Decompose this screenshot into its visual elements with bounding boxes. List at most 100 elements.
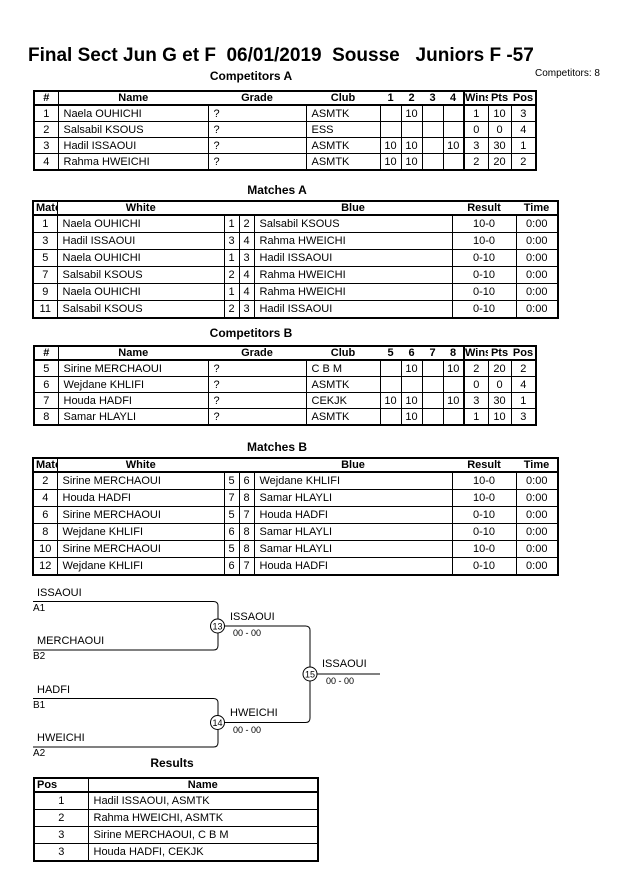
cell-time: 0:00 [515, 283, 559, 301]
cell-number: 3 [33, 137, 59, 154]
cell-pos: 2 [510, 359, 537, 377]
cell-pos: 3 [33, 826, 89, 844]
col-match: Match [33, 200, 58, 216]
page-title: Final Sect Jun G et F 06/01/2019 Sousse … [28, 45, 534, 66]
bracket-match-circle-13 [210, 618, 225, 634]
col-number: # [34, 345, 59, 361]
table-row: 5 Naela OUHICHI 1 3 Hadil ISSAOUI 0-10 0… [32, 249, 559, 267]
cell-name: Sirine MERCHAOUI, C B M [87, 826, 319, 844]
matches-b-title: Matches B [246, 440, 308, 454]
cell-number: 7 [33, 392, 59, 409]
col-name: Name [58, 345, 208, 361]
cell-time: 0:00 [515, 232, 559, 250]
cell-match: 12 [32, 557, 58, 576]
cell-pts: 30 [487, 137, 512, 154]
cell-result: 0-10 [451, 523, 517, 541]
results-title: Results [150, 756, 194, 770]
cell-time: 0:00 [515, 300, 559, 319]
table-row: 10 Sirine MERCHAOUI 5 8 Samar HLAYLI 10-… [32, 540, 559, 558]
cell-blue-num: 3 [238, 300, 255, 319]
bracket-winner-label-14: HWEICHI [230, 707, 278, 719]
col-wins: Wins [463, 345, 488, 361]
table-row: 6 Wejdane KHLIFI ? ASMTK 0 0 4 [33, 376, 537, 393]
table-header-row: Match White Blue Result Time [33, 457, 558, 473]
bracket-seed-tag-b1: B1 [33, 700, 46, 711]
cell-grade: ? [207, 137, 307, 154]
cell-result: 0-10 [451, 557, 517, 576]
col-number: # [34, 90, 59, 106]
cell-white: Naela OUHICHI [56, 249, 225, 267]
cell-club: ESS [305, 121, 381, 138]
bracket-score-13: 00 - 00 [233, 628, 262, 638]
cell-name: Houda HADFI, CEKJK [87, 843, 319, 862]
table-row: 7 Salsabil KSOUS 2 4 Rahma HWEICHI 0-10 … [32, 266, 559, 284]
table-row: 3 Houda HADFI, CEKJK [33, 843, 319, 862]
cell-white: Hadil ISSAOUI [56, 232, 225, 250]
col-blue-num [239, 457, 254, 473]
col-blue-num [239, 200, 254, 216]
col-pts: Pts [488, 90, 511, 106]
competitors-a-title: Competitors A [209, 69, 293, 83]
bracket-match-circle-14 [210, 715, 225, 730]
table-row: 1 Hadil ISSAOUI, ASMTK [33, 791, 319, 810]
cell-score-2: 10 [400, 137, 423, 154]
bracket-winner-label-15: ISSAOUI [322, 658, 367, 670]
cell-name: Hadil ISSAOUI [57, 137, 209, 154]
col-pos: Pos [511, 90, 536, 106]
cell-score-8: 10 [442, 392, 465, 409]
bracket-seed-tag-a1: A1 [33, 603, 46, 614]
cell-pos: 1 [510, 392, 537, 409]
cell-wins: 1 [463, 408, 489, 426]
col-blue: Blue [254, 200, 452, 216]
bracket-winner-label-13: ISSAOUI [230, 611, 275, 623]
bracket-seed-label-a2: HWEICHI [37, 732, 85, 744]
bracket-score-14: 00 - 00 [233, 725, 262, 735]
col-grade: Grade [208, 345, 306, 361]
col-3: 3 [422, 90, 443, 106]
cell-result: 10-0 [451, 489, 517, 507]
cell-white-num: 6 [223, 557, 240, 576]
matches-b-table: Match White Blue Result Time 2 Sirine ME… [32, 457, 559, 576]
competitors-b-table: # Name Grade Club 5 6 7 8 Wins Pts Pos 5… [33, 345, 537, 426]
cell-name: Samar HLAYLI [57, 408, 209, 426]
table-header-row: Match White Blue Result Time [33, 200, 558, 216]
cell-wins: 3 [463, 392, 489, 409]
table-row: 4 Houda HADFI 7 8 Samar HLAYLI 10-0 0:00 [32, 489, 559, 507]
col-7: 7 [422, 345, 443, 361]
table-row: 8 Wejdane KHLIFI 6 8 Samar HLAYLI 0-10 0… [32, 523, 559, 541]
table-header-row: Pos Name [34, 777, 318, 793]
col-pos: Pos [34, 777, 89, 793]
col-white: White [57, 457, 224, 473]
table-row: 5 Sirine MERCHAOUI ? C B M 10 10 2 20 2 [33, 359, 537, 377]
table-row: 3 Sirine MERCHAOUI, C B M [33, 826, 319, 844]
cell-white: Wejdane KHLIFI [56, 523, 225, 541]
cell-pos: 1 [510, 137, 537, 154]
competitors-a-table: # Name Grade Club 1 2 3 4 Wins Pts Pos 1… [33, 90, 537, 171]
competitors-count: Competitors: 8 [534, 68, 600, 79]
table-header-row: # Name Grade Club 1 2 3 4 Wins Pts Pos [34, 90, 536, 106]
col-wins: Wins [463, 90, 488, 106]
col-name: Name [88, 777, 318, 793]
cell-pos: 3 [510, 408, 537, 426]
cell-grade: ? [207, 153, 307, 171]
cell-pts: 30 [487, 392, 512, 409]
col-blue: Blue [254, 457, 452, 473]
col-2: 2 [401, 90, 422, 106]
matches-a-title: Matches A [247, 183, 307, 197]
table-row: 11 Salsabil KSOUS 2 3 Hadil ISSAOUI 0-10… [32, 300, 559, 319]
cell-club: ASMTK [305, 137, 381, 154]
col-result: Result [452, 457, 516, 473]
table-row: 1 Naela OUHICHI ? ASMTK 10 1 10 3 [33, 104, 537, 122]
table-row: 12 Wejdane KHLIFI 6 7 Houda HADFI 0-10 0… [32, 557, 559, 576]
cell-score-5: 10 [379, 392, 402, 409]
bracket-seed-label-a1: ISSAOUI [37, 587, 82, 599]
results-table: Pos Name 1 Hadil ISSAOUI, ASMTK 2 Rahma … [33, 777, 319, 862]
competitors-b-title: Competitors B [209, 326, 293, 340]
bracket-seed-tag-b2: B2 [33, 651, 46, 662]
col-8: 8 [443, 345, 464, 361]
col-club: Club [306, 345, 380, 361]
cell-time: 0:00 [515, 557, 559, 576]
table-header-row: # Name Grade Club 5 6 7 8 Wins Pts Pos [34, 345, 536, 361]
matches-a-table: Match White Blue Result Time 1 Naela OUH… [32, 200, 559, 319]
